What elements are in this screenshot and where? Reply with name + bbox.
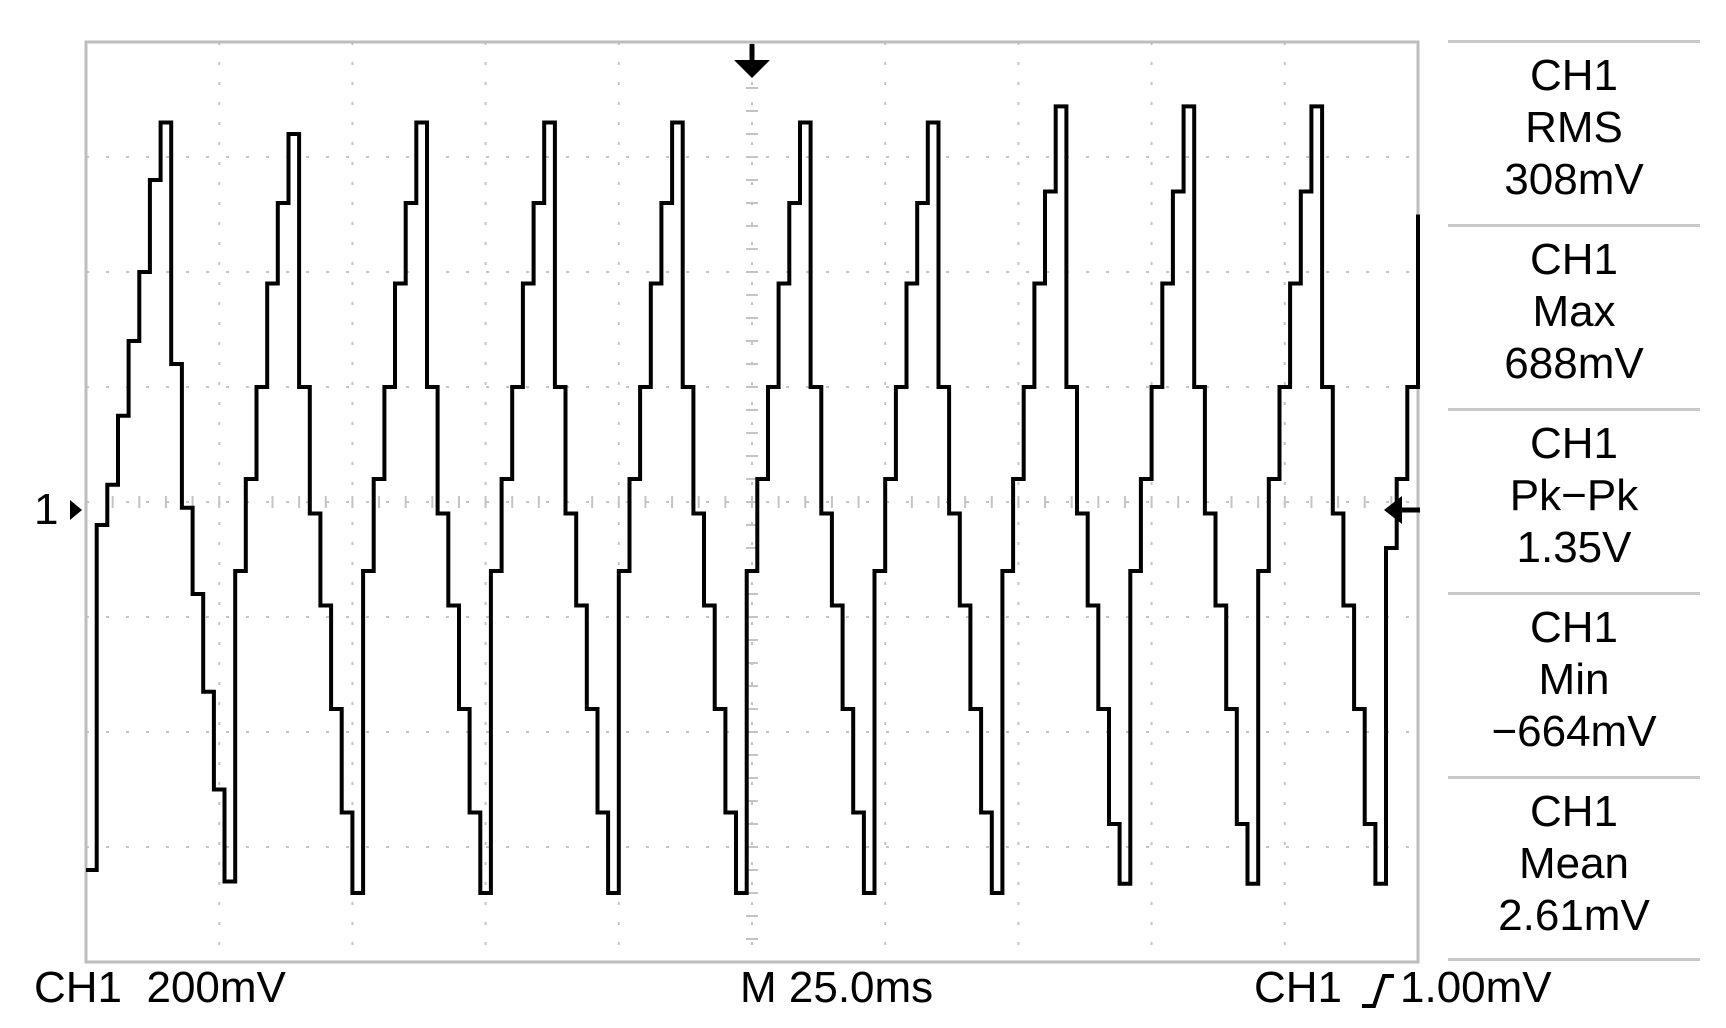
measurement-value: 308mV — [1504, 155, 1644, 204]
measurement-label: Mean — [1518, 839, 1630, 888]
measurement-min: CH1 Min −664mV — [1448, 602, 1700, 758]
timebase-readout: M 25.0ms — [740, 963, 934, 1012]
measurement-max: CH1 Max 688mV — [1448, 234, 1700, 390]
measurement-separator — [1448, 592, 1700, 595]
measurement-label: Pk−Pk — [1509, 471, 1639, 520]
ch1-waveform-trace — [86, 104, 1420, 895]
measurement-rms: CH1 RMS 308mV — [1448, 50, 1700, 206]
measurement-label: RMS — [1525, 103, 1623, 152]
channel-scale-readout: CH1 200mV — [34, 963, 286, 1012]
measurement-label: Max — [1532, 287, 1616, 336]
measurement-channel: CH1 — [1529, 51, 1619, 100]
trigger-channel-readout: CH1 — [1254, 963, 1343, 1012]
measurement-mean: CH1 Mean 2.61mV — [1448, 786, 1700, 942]
trigger-position-marker — [734, 44, 770, 78]
measurement-pk-pk: CH1 Pk−Pk 1.35V — [1448, 418, 1700, 574]
left-arrow-head — [1384, 496, 1402, 524]
measurement-channel: CH1 — [1529, 419, 1619, 468]
measurement-separator — [1448, 40, 1700, 43]
measurement-value: 1.35V — [1516, 523, 1632, 572]
measurement-value: 2.61mV — [1498, 891, 1650, 940]
measurement-value: 688mV — [1504, 339, 1644, 388]
measurement-channel: CH1 — [1529, 235, 1619, 284]
graticule — [85, 41, 1419, 963]
measurement-separator — [1448, 224, 1700, 227]
measurement-separator — [1448, 776, 1700, 779]
down-arrow-head — [734, 60, 770, 78]
measurement-label: Min — [1538, 655, 1610, 704]
measurement-separator — [1448, 408, 1700, 411]
channel-ref-label: 1 — [34, 485, 59, 534]
measurement-separator — [1448, 958, 1700, 961]
graticule-border — [84, 40, 1420, 964]
rising-edge-icon — [1362, 974, 1394, 1008]
channel-ref-arrow-icon — [70, 500, 82, 520]
trigger-level-readout: 1.00mV — [1400, 963, 1552, 1012]
measurement-value: −664mV — [1491, 707, 1657, 756]
trigger-level-marker — [1384, 496, 1420, 524]
measurement-channel: CH1 — [1529, 603, 1619, 652]
measurement-channel: CH1 — [1529, 787, 1619, 836]
